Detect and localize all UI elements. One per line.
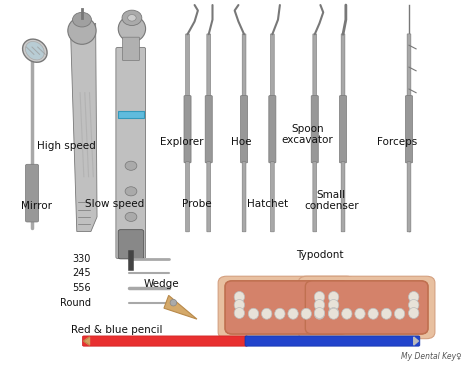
Ellipse shape <box>26 42 44 60</box>
Ellipse shape <box>118 15 146 42</box>
FancyBboxPatch shape <box>118 111 144 117</box>
Polygon shape <box>84 337 90 345</box>
FancyBboxPatch shape <box>218 276 355 339</box>
Text: Typodont: Typodont <box>296 250 343 260</box>
Ellipse shape <box>355 308 365 319</box>
Polygon shape <box>164 296 197 319</box>
Ellipse shape <box>314 291 325 302</box>
Text: Hatchet: Hatchet <box>247 199 288 209</box>
FancyBboxPatch shape <box>184 96 191 163</box>
Ellipse shape <box>381 308 392 319</box>
Text: Small
condenser: Small condenser <box>304 190 358 211</box>
FancyBboxPatch shape <box>205 96 212 163</box>
FancyBboxPatch shape <box>245 336 420 346</box>
Polygon shape <box>414 337 419 345</box>
Ellipse shape <box>328 291 339 302</box>
Text: Red & blue pencil: Red & blue pencil <box>71 325 163 335</box>
FancyBboxPatch shape <box>313 34 317 118</box>
Text: 330: 330 <box>73 254 91 264</box>
Ellipse shape <box>125 212 137 222</box>
FancyBboxPatch shape <box>225 281 348 334</box>
Text: Spoon
excavator: Spoon excavator <box>282 124 334 145</box>
FancyBboxPatch shape <box>341 162 345 232</box>
Ellipse shape <box>128 15 136 21</box>
FancyBboxPatch shape <box>242 34 246 118</box>
Ellipse shape <box>262 308 272 319</box>
Text: Slow speed: Slow speed <box>85 199 144 209</box>
Ellipse shape <box>342 308 352 319</box>
FancyBboxPatch shape <box>240 96 247 163</box>
Ellipse shape <box>314 300 325 311</box>
Ellipse shape <box>234 300 245 311</box>
Text: Forceps: Forceps <box>377 137 417 147</box>
Ellipse shape <box>125 187 137 196</box>
FancyBboxPatch shape <box>271 34 274 118</box>
Ellipse shape <box>125 161 137 170</box>
Text: 556: 556 <box>73 283 91 293</box>
Text: My Dental Key♀: My Dental Key♀ <box>401 352 462 361</box>
FancyBboxPatch shape <box>26 164 38 222</box>
FancyBboxPatch shape <box>305 281 428 334</box>
FancyBboxPatch shape <box>339 96 346 163</box>
Ellipse shape <box>275 308 285 319</box>
Ellipse shape <box>122 10 142 25</box>
Ellipse shape <box>394 308 405 319</box>
FancyBboxPatch shape <box>305 281 428 334</box>
Ellipse shape <box>328 308 339 318</box>
FancyBboxPatch shape <box>207 162 210 232</box>
Ellipse shape <box>314 308 325 318</box>
Ellipse shape <box>234 308 245 318</box>
Ellipse shape <box>288 308 298 319</box>
FancyBboxPatch shape <box>405 96 412 163</box>
Ellipse shape <box>328 300 339 311</box>
Text: Explorer: Explorer <box>160 137 203 147</box>
Ellipse shape <box>68 17 96 44</box>
FancyBboxPatch shape <box>242 162 246 232</box>
Text: High speed: High speed <box>37 141 96 151</box>
Ellipse shape <box>234 291 245 302</box>
Text: Probe: Probe <box>182 199 212 209</box>
Ellipse shape <box>409 308 419 318</box>
FancyBboxPatch shape <box>122 37 139 61</box>
FancyBboxPatch shape <box>186 162 190 232</box>
Ellipse shape <box>170 300 177 306</box>
FancyBboxPatch shape <box>116 47 146 258</box>
Text: Hoe: Hoe <box>231 137 252 147</box>
Ellipse shape <box>23 39 47 62</box>
Ellipse shape <box>248 308 259 319</box>
Ellipse shape <box>409 291 419 302</box>
Text: Mirror: Mirror <box>21 201 52 211</box>
FancyBboxPatch shape <box>407 162 411 232</box>
Ellipse shape <box>409 300 419 311</box>
FancyBboxPatch shape <box>269 96 276 163</box>
Text: Round: Round <box>60 298 91 308</box>
FancyBboxPatch shape <box>186 34 190 118</box>
FancyBboxPatch shape <box>271 162 274 232</box>
FancyBboxPatch shape <box>313 162 317 232</box>
Ellipse shape <box>301 308 311 319</box>
FancyBboxPatch shape <box>341 34 345 118</box>
Ellipse shape <box>314 308 325 319</box>
FancyBboxPatch shape <box>225 281 348 334</box>
Ellipse shape <box>73 13 91 27</box>
Polygon shape <box>71 23 97 231</box>
Text: Wedge: Wedge <box>144 279 180 290</box>
FancyBboxPatch shape <box>118 230 144 259</box>
FancyBboxPatch shape <box>407 34 411 118</box>
FancyBboxPatch shape <box>207 34 210 118</box>
FancyBboxPatch shape <box>311 96 318 163</box>
FancyBboxPatch shape <box>298 276 435 339</box>
FancyBboxPatch shape <box>82 336 248 346</box>
Text: 245: 245 <box>73 269 91 279</box>
Ellipse shape <box>368 308 378 319</box>
Ellipse shape <box>328 308 339 319</box>
